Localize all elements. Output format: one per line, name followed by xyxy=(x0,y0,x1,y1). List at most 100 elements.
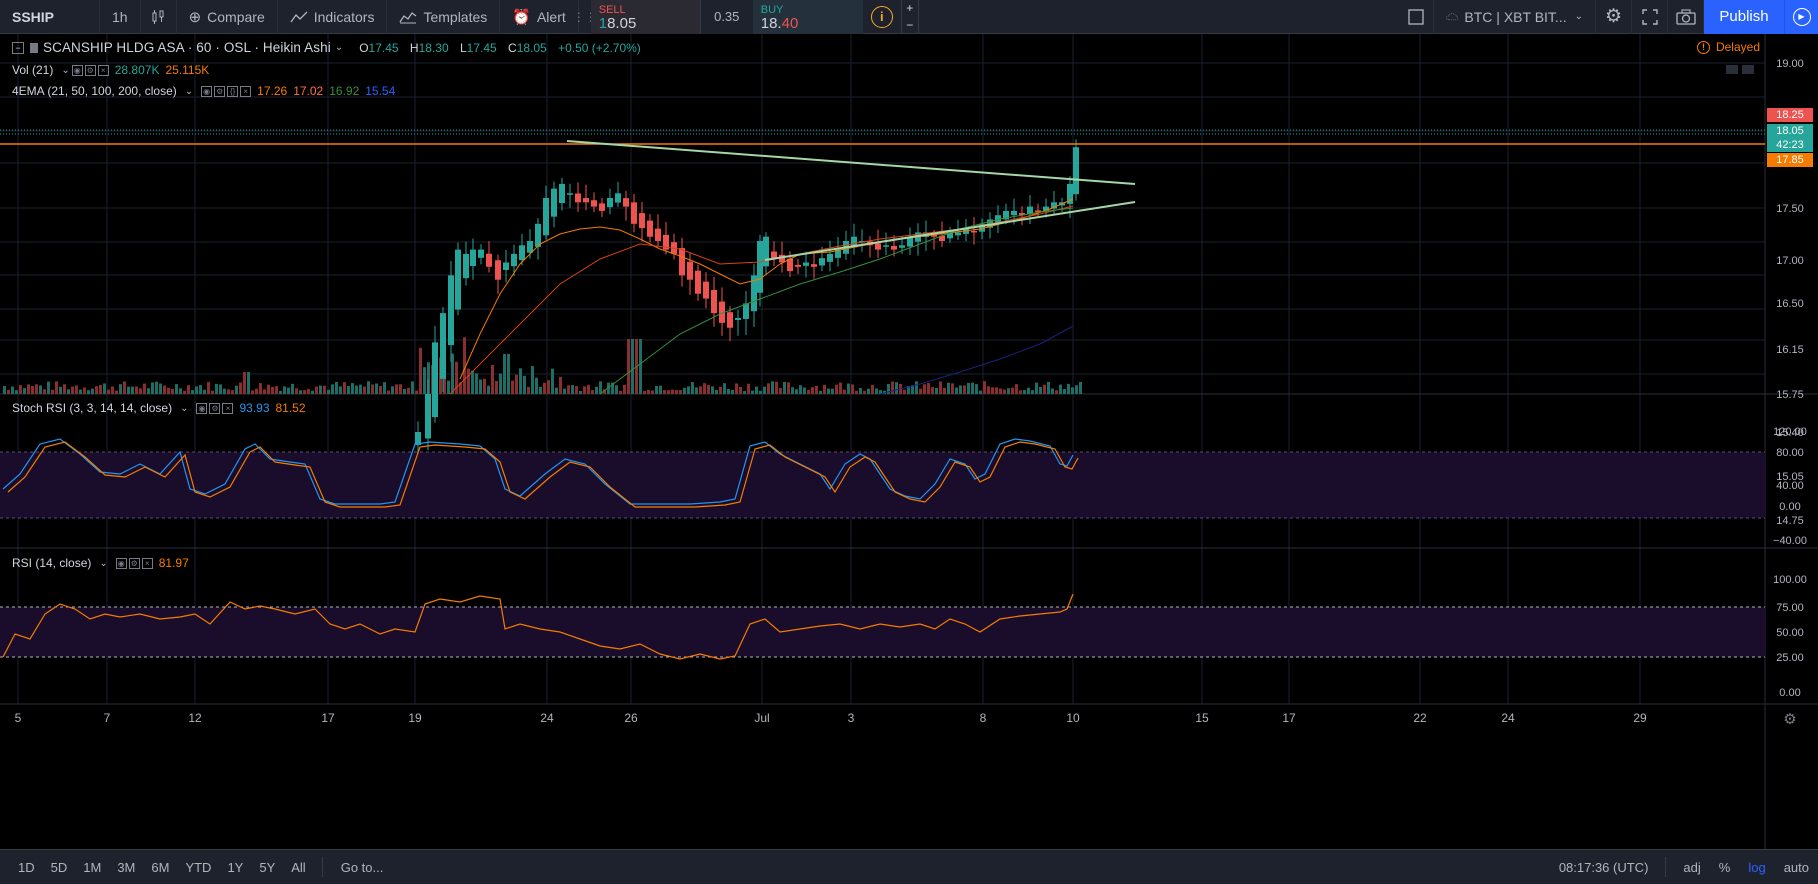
chart-canvas[interactable]: 19.0018.5018.0017.5017.0016.5016.1515.75… xyxy=(0,34,1818,849)
rsi-line xyxy=(2,593,1074,660)
decrease-button[interactable]: − xyxy=(906,18,914,32)
price-tick-label: 14.75 xyxy=(1776,515,1804,527)
volume-bar xyxy=(251,390,254,394)
volume-title[interactable]: Vol (21) xyxy=(12,63,54,77)
gear-icon[interactable]: ⚙ xyxy=(128,557,140,569)
eye-icon[interactable]: ◉ xyxy=(115,557,127,569)
collapse-icon[interactable]: − xyxy=(12,41,24,54)
log-toggle[interactable]: log xyxy=(1748,859,1766,875)
templates-button[interactable]: Templates xyxy=(387,0,501,34)
publish-menu-button[interactable]: ▶ xyxy=(1784,0,1818,34)
chevron-down-icon[interactable]: ⌄ xyxy=(99,557,108,569)
publish-button[interactable]: Publish xyxy=(1704,0,1784,34)
close-icon[interactable]: × xyxy=(97,64,109,76)
volume-bar xyxy=(319,385,322,394)
chevron-down-icon[interactable]: ⌄ xyxy=(180,402,189,414)
volume-bar xyxy=(739,387,742,394)
range-button-3m[interactable]: 3M xyxy=(117,859,136,875)
volume-bar xyxy=(579,390,582,394)
range-button-5y[interactable]: 5Y xyxy=(259,859,276,875)
range-button-1y[interactable]: 1Y xyxy=(227,859,244,875)
range-button-5d[interactable]: 5D xyxy=(50,859,68,875)
range-button-1m[interactable]: 1M xyxy=(83,859,102,875)
volume-bar xyxy=(539,386,542,394)
symbol-search[interactable]: SSHIP xyxy=(0,0,100,34)
stoch-rsi-title[interactable]: Stoch RSI (3, 3, 14, 14, close) xyxy=(12,401,173,415)
stoch-k-value: 93.93 xyxy=(239,401,270,415)
volume-bar xyxy=(1027,387,1030,394)
drag-handle-icon[interactable]: ⋮⋮ xyxy=(572,9,597,24)
candle-body xyxy=(623,198,629,207)
auto-toggle[interactable]: auto xyxy=(1783,859,1809,875)
goto-button[interactable]: Go to... xyxy=(340,859,384,875)
volume-bar xyxy=(243,372,246,394)
price-tick-label: 16.15 xyxy=(1776,344,1804,356)
adjust-toggle[interactable]: adj xyxy=(1683,859,1701,875)
gear-icon[interactable]: ⚙ xyxy=(1783,710,1796,728)
ema-title[interactable]: 4EMA (21, 50, 100, 200, close) xyxy=(12,84,177,98)
range-button-all[interactable]: All xyxy=(291,859,306,875)
indicators-button[interactable]: Indicators xyxy=(278,0,388,34)
rsi-title[interactable]: RSI (14, close) xyxy=(12,556,92,570)
volume-bar xyxy=(911,385,914,394)
range-button-6m[interactable]: 6M xyxy=(151,859,170,875)
gear-icon[interactable]: ⚙ xyxy=(214,85,226,97)
volume-bar xyxy=(651,390,654,394)
fullscreen-button[interactable] xyxy=(1632,0,1668,34)
compare-button[interactable]: ⊕ Compare xyxy=(177,0,278,34)
settings-button[interactable]: ⚙ xyxy=(1596,0,1632,34)
increase-button[interactable]: + xyxy=(906,1,914,15)
chevron-down-icon[interactable]: ⌄ xyxy=(61,64,70,76)
rsi-legend: RSI (14, close) ⌄ ◉ ⚙ × 81.97 xyxy=(12,556,189,570)
volume-bar xyxy=(335,381,338,394)
candle-body xyxy=(1019,213,1025,216)
source-code-icon[interactable]: {} xyxy=(227,85,239,97)
info-icon[interactable]: i xyxy=(870,5,893,28)
interval-selector[interactable]: 1h xyxy=(100,0,141,34)
volume-bar xyxy=(47,381,50,394)
chart-style-button[interactable] xyxy=(141,0,177,34)
chevron-down-icon[interactable]: ⌄ xyxy=(184,85,194,97)
clock[interactable]: 08:17:36 (UTC) xyxy=(1558,859,1649,875)
sell-button[interactable]: SELL 18.05 xyxy=(590,0,701,34)
bottom-toolbar: 1D 5D 1M 3M 6M YTD 1Y 5Y All Go to... 08:17:36 (… xyxy=(0,849,1818,884)
percent-toggle[interactable]: % xyxy=(1718,859,1731,875)
gear-icon[interactable]: ⚙ xyxy=(209,402,221,414)
range-button-1d[interactable]: 1D xyxy=(18,859,35,875)
volume-bar xyxy=(1067,383,1070,394)
volume-bar xyxy=(19,385,22,394)
chevron-down-icon[interactable]: ⌄ xyxy=(334,42,344,53)
chart-area[interactable]: 19.0018.5018.0017.5017.0016.5016.1515.75… xyxy=(0,34,1818,849)
range-button-ytd[interactable]: YTD xyxy=(185,859,212,875)
candle-body xyxy=(503,262,509,270)
volume-bar xyxy=(631,339,634,394)
volume-bar xyxy=(963,385,966,394)
ema100-line xyxy=(599,207,1074,395)
compare-label: Compare xyxy=(207,8,265,25)
eye-icon[interactable]: ◉ xyxy=(196,402,208,414)
ohlc-values: O17.45 H18.30 L17.45 C18.05 +0.50 (+2.70… xyxy=(351,41,641,55)
main-series-title[interactable]: SCANSHIP HLDG ASA · 60 · OSL · Heikin As… xyxy=(43,40,331,55)
volume-bar xyxy=(103,383,106,394)
volume-bar xyxy=(835,384,838,394)
volume-bar xyxy=(135,386,138,394)
eye-icon[interactable]: ◉ xyxy=(201,85,213,97)
watchlist-selector[interactable]: BTC | XBT BIT... ⌄ xyxy=(1434,0,1596,34)
alert-button[interactable]: ⏰ Alert xyxy=(500,0,579,34)
volume-bar xyxy=(575,386,578,394)
volume-bar xyxy=(571,385,574,394)
gear-icon[interactable]: ⚙ xyxy=(84,64,96,76)
snapshot-button[interactable] xyxy=(1668,0,1704,34)
delayed-badge[interactable]: ! Delayed xyxy=(1696,40,1760,54)
close-icon[interactable]: × xyxy=(222,402,234,414)
candle-body xyxy=(771,251,777,259)
buy-button[interactable]: BUY 18.40 xyxy=(752,0,863,34)
close-icon[interactable]: × xyxy=(141,557,153,569)
volume-bar xyxy=(151,382,154,394)
volume-bar xyxy=(547,380,550,394)
eye-icon[interactable]: ◉ xyxy=(71,64,83,76)
low-label: L xyxy=(459,40,467,55)
close-icon[interactable]: × xyxy=(240,85,252,97)
fullscreen-toggle[interactable] xyxy=(1398,0,1434,34)
volume-bar xyxy=(223,388,226,394)
